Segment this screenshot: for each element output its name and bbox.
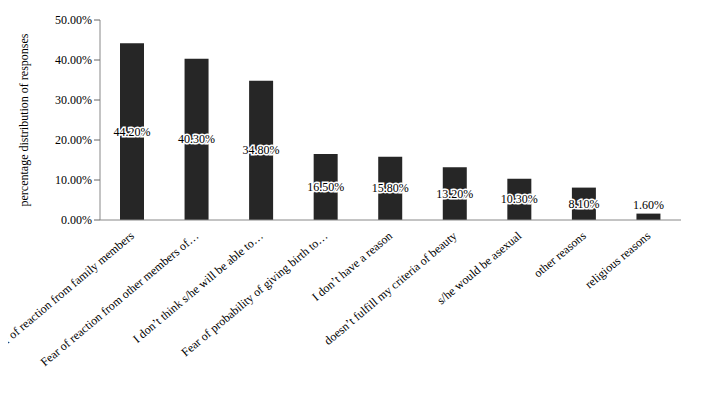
svg-text:8.10%: 8.10% xyxy=(568,197,599,211)
svg-text:10.30%: 10.30% xyxy=(501,192,538,206)
svg-text:13.20%: 13.20% xyxy=(436,187,473,201)
svg-text:other reasons: other reasons xyxy=(531,228,589,280)
svg-text:doesn’t fulfill my criteria of: doesn’t fulfill my criteria of beauty xyxy=(321,229,459,348)
svg-text:44.20%: 44.20% xyxy=(114,125,151,139)
svg-text:s/he would be asexual: s/he would be asexual xyxy=(434,228,524,307)
svg-text:10.00%: 10.00% xyxy=(55,173,92,187)
svg-text:40.30%: 40.30% xyxy=(178,132,215,146)
svg-text:Fear of probability of giving: Fear of probability of giving birth to… xyxy=(178,229,330,360)
svg-text:15.80%: 15.80% xyxy=(372,181,409,195)
svg-text:16.50%: 16.50% xyxy=(307,180,344,194)
svg-text:40.00%: 40.00% xyxy=(55,53,92,67)
svg-text:religious reasons: religious reasons xyxy=(582,228,653,291)
svg-text:I don’t think s/he will be abl: I don’t think s/he will be able to… xyxy=(130,229,266,346)
svg-text:1.60%: 1.60% xyxy=(633,198,664,212)
svg-text:20.00%: 20.00% xyxy=(55,133,92,147)
svg-text:I don’t have a reason: I don’t have a reason xyxy=(309,228,395,304)
svg-text:30.00%: 30.00% xyxy=(55,93,92,107)
svg-text:Fear of reaction from other me: Fear of reaction from other members of… xyxy=(37,228,202,370)
svg-text:34.80%: 34.80% xyxy=(243,143,280,157)
svg-text:percentage distribution of res: percentage distribution of responses xyxy=(17,33,31,206)
svg-text:0.00%: 0.00% xyxy=(61,213,92,227)
svg-text:50.00%: 50.00% xyxy=(55,13,92,27)
